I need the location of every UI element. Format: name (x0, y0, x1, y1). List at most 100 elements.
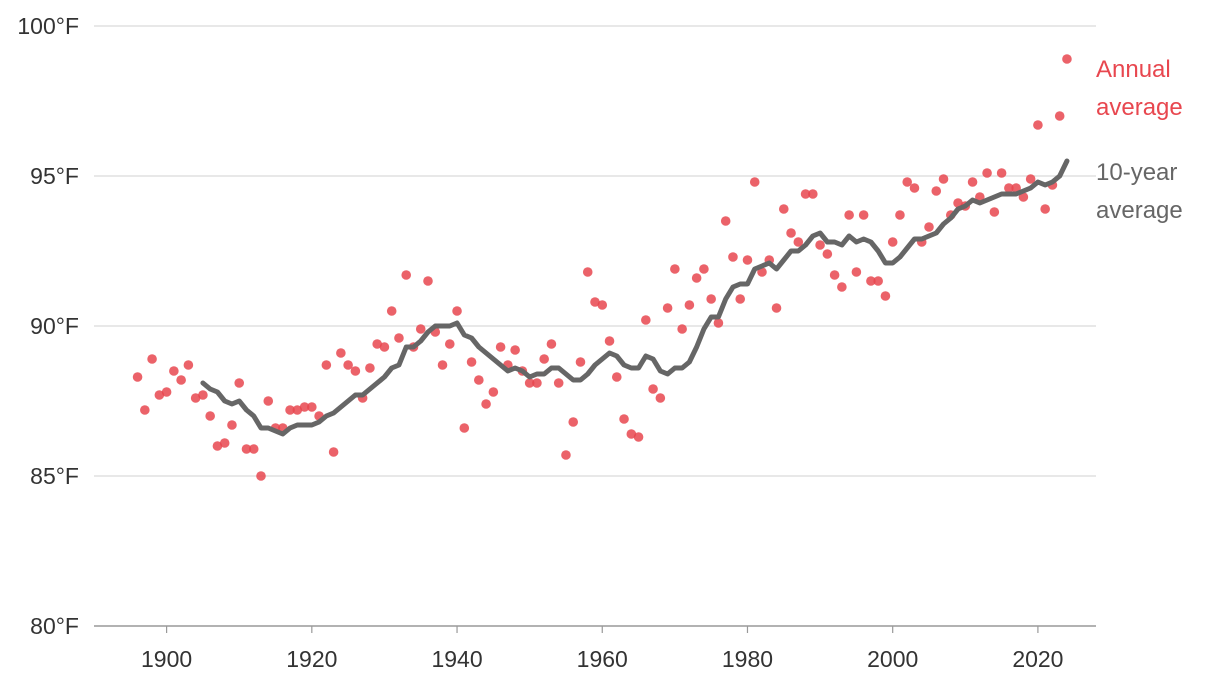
annual-point-1939 (444, 339, 455, 349)
annual-point-1967 (648, 384, 658, 394)
annual-point-1969 (662, 303, 673, 313)
annual-point-1959 (590, 297, 600, 307)
annual-point-2019 (1025, 174, 1036, 184)
annual-point-2020 (1033, 120, 1043, 130)
annual-point-1910 (234, 378, 245, 388)
annual-point-1985 (778, 204, 789, 214)
annual-point-1903 (183, 360, 194, 370)
annual-point-1999 (880, 291, 891, 301)
annual-point-2021 (1040, 204, 1050, 214)
annual-point-2013 (982, 168, 992, 178)
annual-point-1963 (619, 414, 629, 424)
annual-point-1905 (198, 390, 208, 400)
annual-point-1920 (307, 402, 317, 412)
annual-point-1946 (495, 342, 506, 352)
annual-point-1931 (386, 306, 397, 316)
x-axis: 1900 1920 1940 1960 1980 2000 2020 (141, 626, 1063, 672)
annual-point-1976 (713, 318, 724, 328)
annual-point-1926 (350, 366, 361, 376)
x-tick-label: 1920 (286, 646, 337, 672)
annual-average-points (132, 54, 1072, 481)
annual-point-1990 (815, 240, 825, 250)
x-tick-label: 2000 (867, 646, 918, 672)
annual-point-1993 (837, 282, 847, 292)
annual-point-2024 (1062, 54, 1072, 64)
annual-point-1922 (321, 360, 332, 370)
annual-point-1913 (256, 471, 266, 481)
annual-point-2007 (938, 174, 949, 184)
annual-point-1930 (379, 342, 390, 352)
annual-point-1906 (205, 411, 215, 421)
x-tick-label: 1960 (577, 646, 628, 672)
annual-point-1928 (365, 363, 375, 373)
annual-average-label: average (1096, 94, 1183, 121)
gridlines (94, 25, 1096, 627)
y-tick-label: 90°F (30, 313, 79, 339)
annual-point-1924 (336, 348, 346, 358)
x-tick-label: 1980 (722, 646, 773, 672)
annual-point-1973 (691, 273, 702, 283)
annual-point-1988 (800, 189, 811, 199)
annual-point-1957 (575, 357, 586, 367)
y-axis-labels: 80°F 85°F 90°F 95°F 100°F (17, 13, 79, 639)
annual-point-1898 (147, 354, 157, 364)
annual-point-1904 (190, 393, 201, 403)
ten-year-average-label: 10-year (1096, 159, 1177, 186)
annual-point-1908 (219, 438, 230, 448)
annual-point-1998 (873, 276, 883, 286)
annual-point-1925 (343, 360, 353, 370)
annual-point-1917 (285, 405, 295, 415)
annual-point-1953 (546, 339, 557, 349)
annual-point-1979 (735, 294, 746, 304)
annual-point-1901 (169, 366, 179, 376)
annual-point-1991 (822, 249, 833, 259)
annual-point-1941 (459, 423, 470, 433)
annual-point-1935 (415, 324, 426, 334)
annual-point-1987 (793, 237, 804, 247)
annual-point-1981 (749, 177, 760, 187)
y-tick-label: 85°F (30, 463, 79, 489)
annual-point-1986 (786, 228, 796, 238)
annual-point-2016 (1004, 183, 1014, 193)
annual-point-2014 (989, 207, 1000, 217)
annual-point-2000 (887, 237, 898, 247)
annual-point-1899 (154, 390, 165, 400)
annual-point-1900 (161, 387, 172, 397)
annual-point-2005 (924, 222, 934, 232)
annual-point-1966 (641, 315, 651, 325)
annual-point-1996 (858, 210, 869, 220)
y-tick-label: 80°F (30, 613, 79, 639)
annual-point-1968 (655, 393, 666, 403)
annual-point-1984 (771, 303, 782, 313)
annual-point-1896 (132, 372, 143, 382)
annual-point-1952 (539, 354, 549, 364)
annual-point-1955 (561, 450, 571, 460)
annual-point-2001 (895, 210, 905, 220)
annual-point-1951 (532, 378, 542, 388)
annual-point-1995 (851, 267, 862, 277)
annual-point-1945 (488, 387, 499, 397)
annual-point-1992 (829, 270, 840, 280)
annual-point-1938 (437, 360, 448, 370)
annual-point-1918 (292, 405, 303, 415)
annual-point-1994 (844, 210, 854, 220)
annual-point-1975 (706, 294, 716, 304)
annual-point-1960 (597, 300, 608, 310)
annual-point-2003 (909, 183, 920, 193)
annual-point-1909 (227, 420, 237, 430)
ten-year-average-label: average (1096, 197, 1183, 224)
annual-point-1943 (474, 375, 484, 385)
annual-point-1942 (466, 357, 477, 367)
annual-point-1958 (582, 267, 593, 277)
annual-point-1964 (626, 429, 637, 439)
annual-point-2023 (1054, 111, 1065, 121)
annual-point-1978 (728, 252, 738, 262)
annual-point-1912 (248, 444, 259, 454)
y-tick-label: 100°F (17, 13, 79, 39)
annual-point-1956 (568, 417, 579, 427)
annual-point-1907 (212, 441, 223, 451)
annual-point-2011 (967, 177, 978, 187)
annual-point-1961 (604, 336, 615, 346)
x-tick-label: 1900 (141, 646, 192, 672)
